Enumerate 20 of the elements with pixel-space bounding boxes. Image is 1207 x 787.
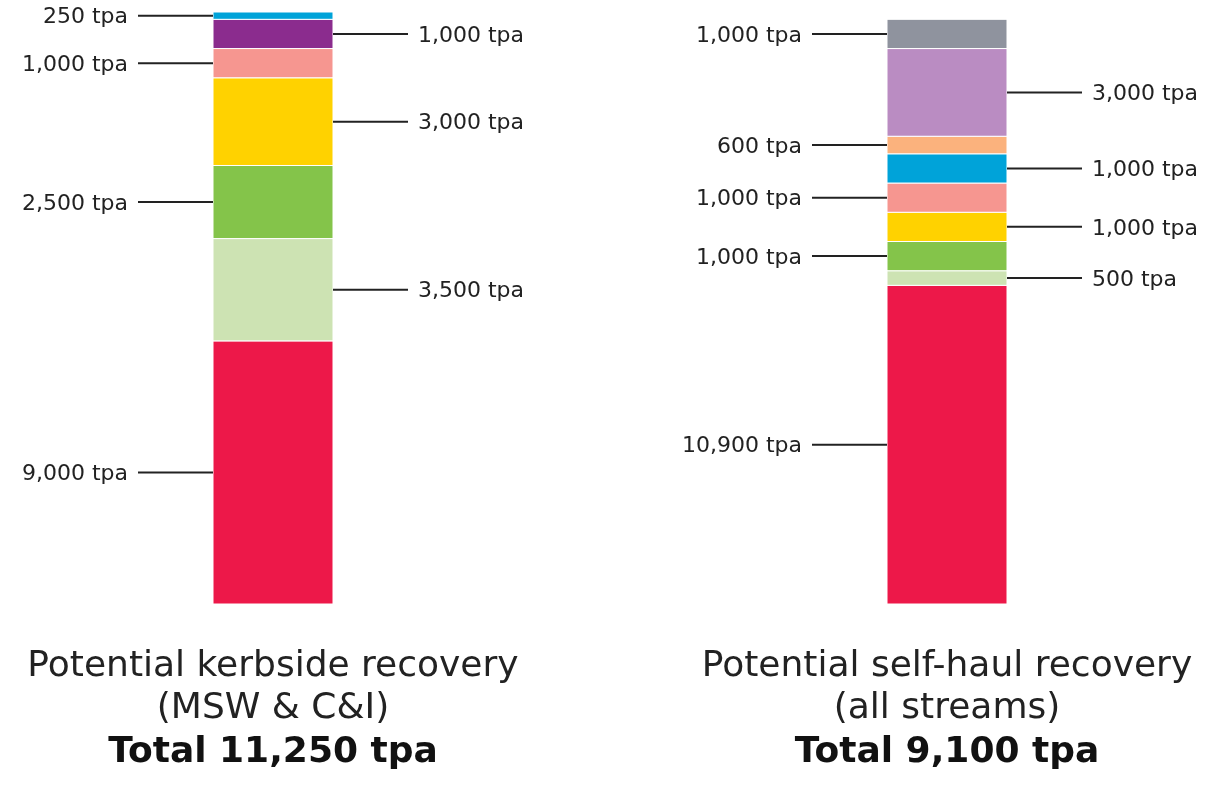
data-label: 500 tpa [1092, 265, 1178, 291]
data-label: 3,000 tpa [1092, 80, 1199, 106]
text: Total 11,250 tpa [108, 729, 438, 770]
data-label: 1,000 tpa [695, 243, 802, 269]
text: Total 9,100 tpa [794, 729, 1100, 770]
x-tick-label: Potential self-haul recovery (all streams) [701, 643, 1193, 726]
data-label: 1,000 tpa [21, 50, 128, 76]
data-label: 2,500 tpa [21, 189, 128, 215]
data-label: 3,500 tpa [418, 277, 525, 303]
data-label: 9,000 tpa [21, 460, 128, 486]
data-label: 10,900 tpa [681, 432, 802, 458]
data-label: 1,000 tpa [1092, 214, 1199, 240]
data-label: 250 tpa [42, 3, 128, 29]
data-label: 1,000 tpa [695, 185, 802, 211]
data-label: 1,000 tpa [418, 21, 525, 47]
data-label: 1,000 tpa [1092, 156, 1199, 182]
data-label: 600 tpa [716, 132, 802, 158]
data-label: 3,000 tpa [418, 109, 525, 135]
data-label: 1,000 tpa [695, 21, 802, 47]
x-tick-label: Potential kerbside recovery (MSW & C&I) [27, 643, 519, 726]
